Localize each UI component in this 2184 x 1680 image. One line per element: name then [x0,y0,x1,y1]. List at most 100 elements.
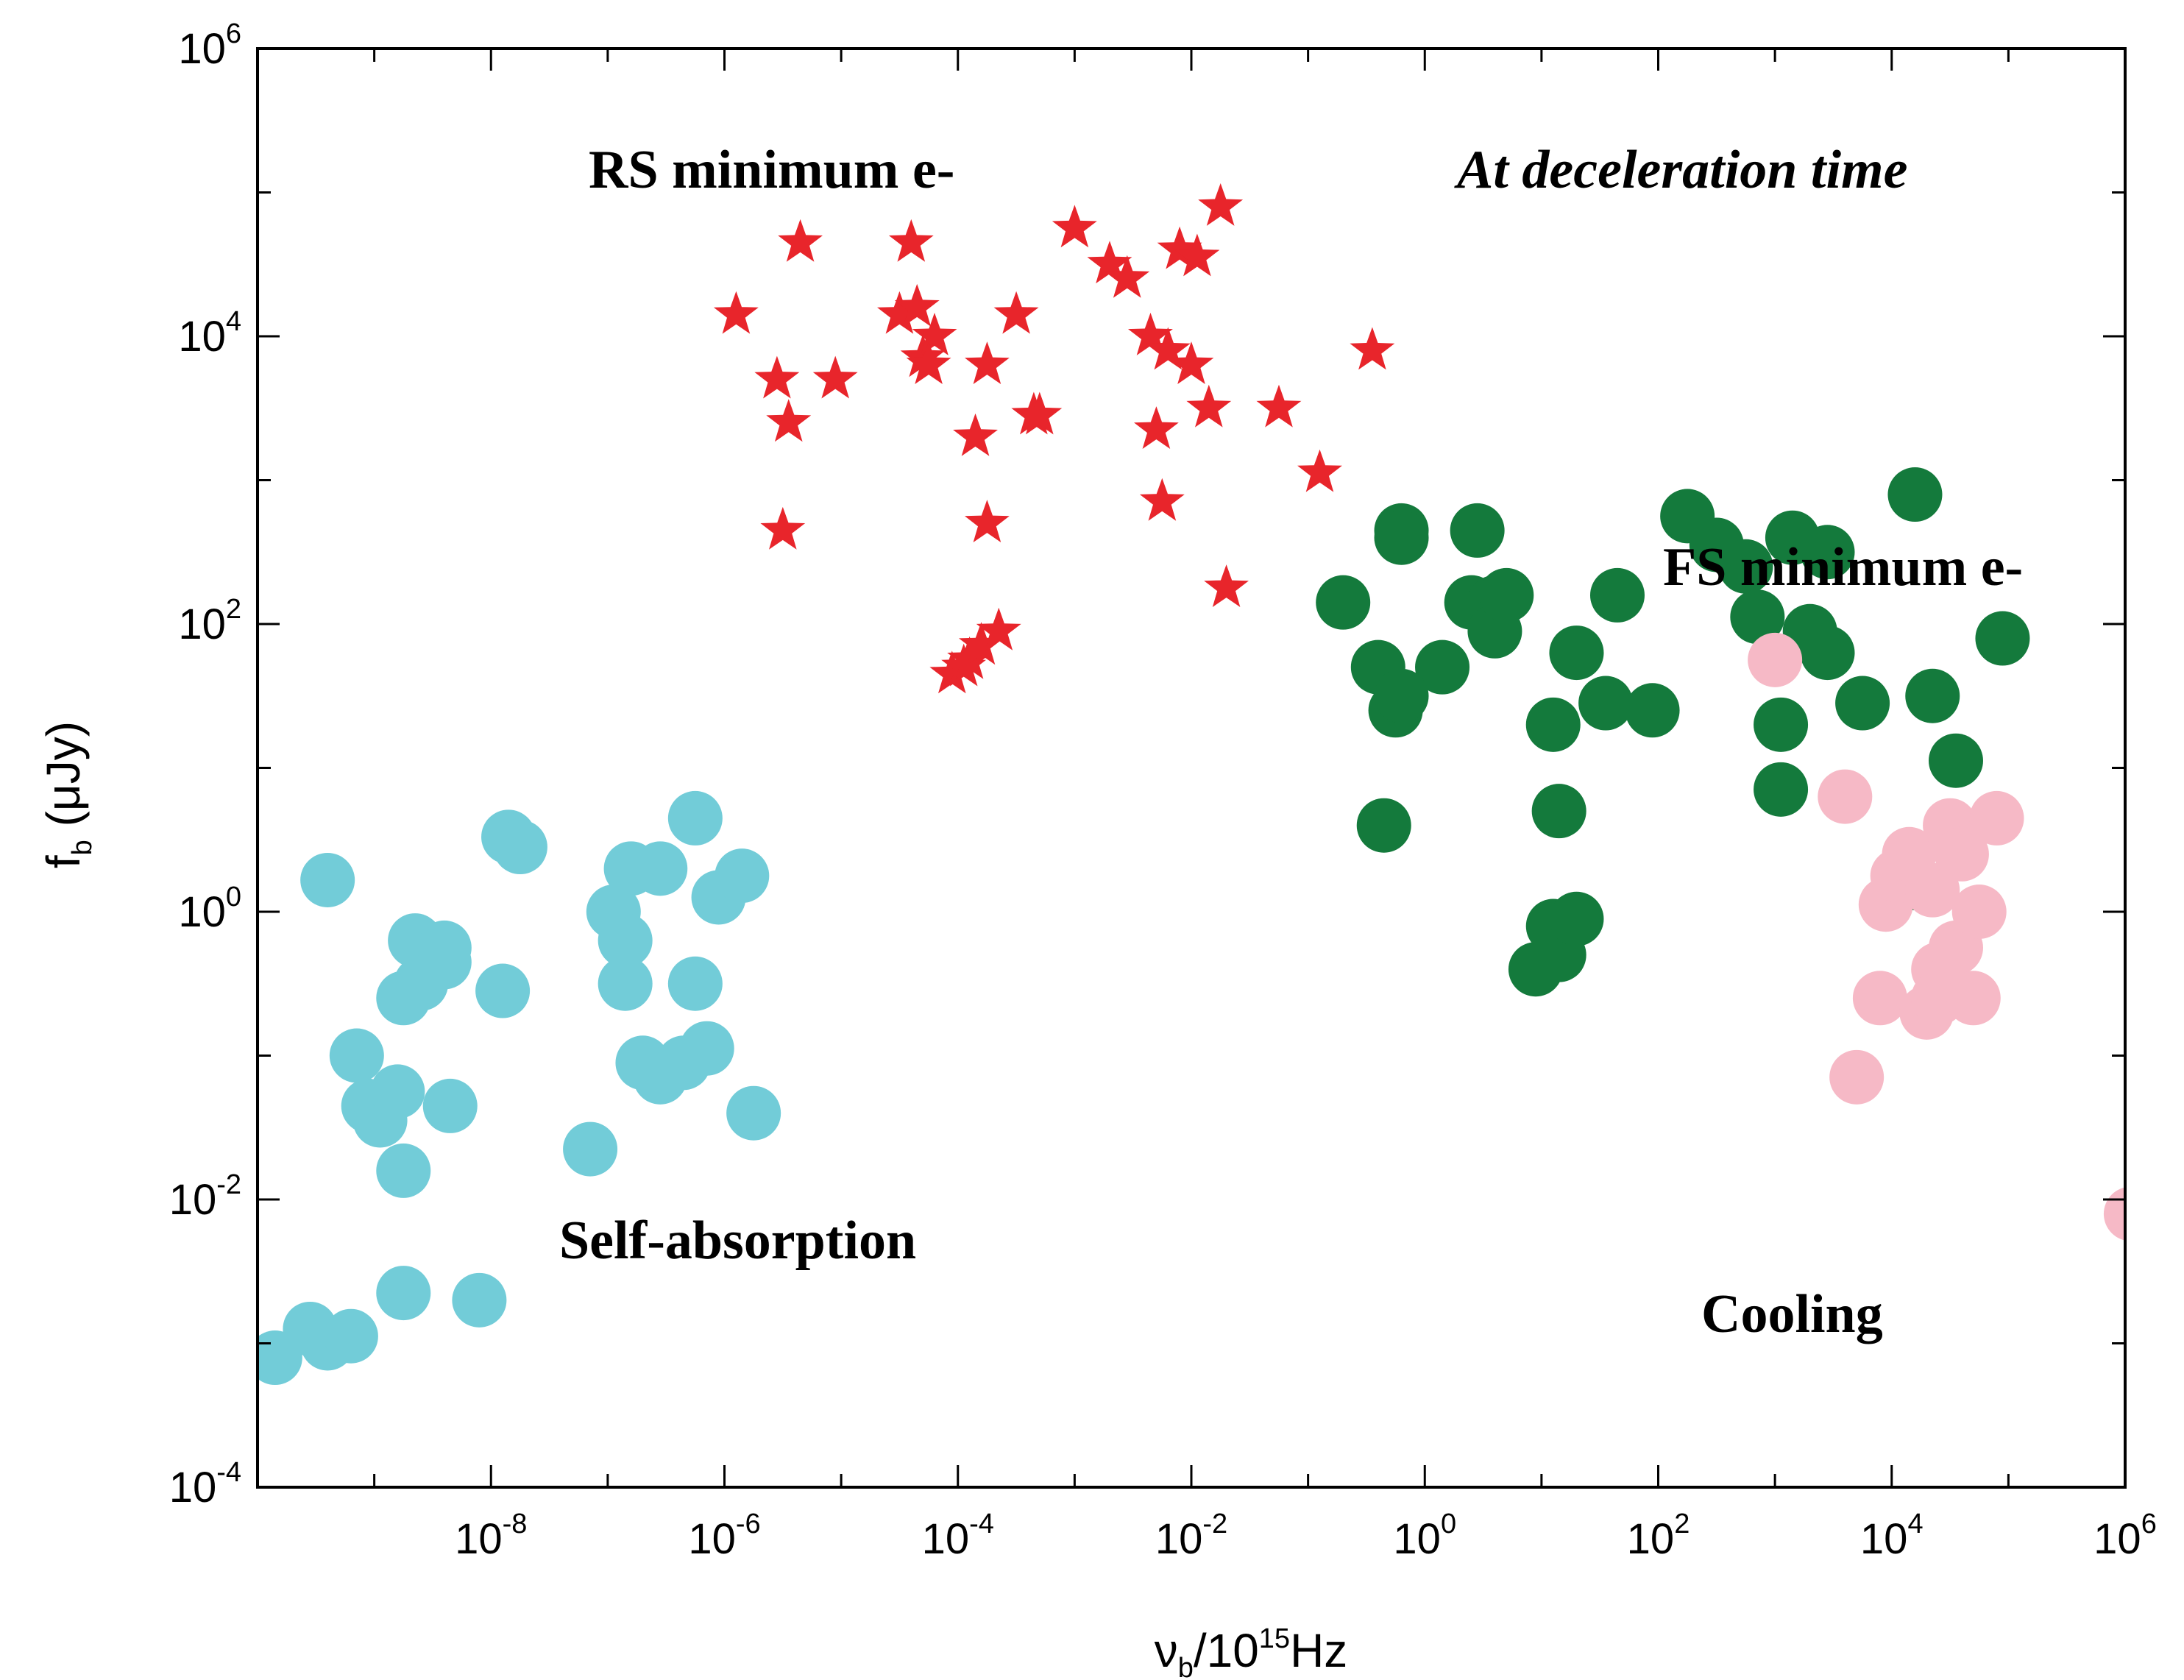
star-point [754,355,800,399]
circle-point [1905,862,1960,918]
star-point [1087,241,1132,284]
circle-point [1374,510,1429,565]
circle-point [1549,891,1604,946]
circle-point [1946,971,2001,1026]
star-point [812,355,858,399]
circle-point [492,820,547,875]
y-tick-label: 106 [178,18,241,73]
star-point [1169,341,1214,384]
star-point [929,651,975,694]
star-point [965,341,1010,384]
star-point [1297,449,1342,492]
series-rs-minimum-e- [713,183,1395,694]
star-point [1017,391,1063,435]
y-tick-label: 102 [178,594,241,648]
annotation-rs-minimum: RS minimum e- [589,140,954,200]
star-point [877,291,922,334]
star-point [1256,384,1302,428]
circle-point [667,956,723,1011]
series-fs-minimum-e- [1316,467,2030,997]
star-point [1157,226,1202,269]
star-point [888,219,934,262]
circle-point [1625,683,1680,738]
circle-point [370,1064,425,1119]
star-point [1134,406,1179,449]
circle-point [1415,639,1470,695]
x-axis-title: νb/1015Hz [1155,1623,1348,1680]
star-point [965,500,1010,542]
circle-point [715,848,770,904]
star-point [894,283,940,327]
circle-point [1887,467,1943,522]
x-tick-label: 10-6 [688,1509,760,1563]
axis-ticks [256,47,2127,1489]
annotation-deceleration-time: At deceleration time [1454,140,1907,200]
star-point [1186,384,1232,428]
circle-point [1852,971,1907,1026]
y-tick-label: 104 [178,306,241,361]
circle-point [563,1121,618,1177]
star-point [1350,327,1395,370]
x-tick-label: 100 [1393,1509,1456,1563]
star-point [900,334,946,378]
circle-point [452,1272,507,1328]
circle-point [1754,762,1809,817]
star-point [778,219,823,262]
star-point [1174,233,1220,277]
star-point [953,413,998,456]
star-point [713,291,759,334]
circle-point [1525,697,1581,752]
circle-point [376,1266,431,1321]
star-point [760,506,806,550]
x-tick-label: 10-8 [455,1509,527,1563]
x-tick-label: 106 [2093,1509,2157,1563]
star-point [1145,327,1191,370]
data-points-layer [258,183,2184,1386]
x-tick-labels: 10-8 10-6 10-4 10-2 100 102 104 106 [455,1509,2157,1563]
circle-point [1754,697,1809,752]
circle-point [1730,589,1785,645]
circle-point [1356,798,1411,853]
star-point [906,341,951,384]
x-tick-label: 10-4 [922,1509,994,1563]
star-point [976,607,1021,651]
y-axis-title: fb (μJy) [37,721,98,868]
circle-point [422,1078,478,1133]
star-point [1139,478,1185,521]
circle-point [1928,733,1983,788]
star-point [1128,313,1173,355]
star-point [1198,183,1244,226]
circle-point [300,852,355,907]
y-tick-labels: 10-4 10-2 100 102 104 106 [169,18,241,1511]
y-tick-label: 10-4 [169,1457,241,1511]
star-point [1204,564,1249,607]
circle-point [1975,611,2030,666]
circle-point [1549,625,1604,681]
circle-point [376,1143,431,1198]
circle-point [598,913,653,968]
circle-point [679,1021,734,1076]
circle-point [1969,790,2024,846]
circle-point [1748,632,1803,687]
circle-point [323,1308,378,1364]
star-point [912,313,957,355]
circle-point [1316,575,1371,630]
circle-point [2133,957,2184,1011]
x-tick-label: 102 [1627,1509,1690,1563]
circle-point [1479,567,1534,623]
series-self-absorption [258,790,781,1386]
circle-point [598,956,653,1011]
circle-point [633,841,688,896]
circle-point [1951,885,2007,939]
series-cooling [1748,632,2184,1241]
circle-point [1374,668,1429,723]
circle-point [1835,676,1890,731]
circle-point [1934,826,1989,882]
circle-point [1450,503,1505,558]
x-tick-label: 104 [1860,1509,1924,1563]
star-point [959,622,1004,665]
circle-point [726,1085,781,1141]
circle-point [1905,668,1960,723]
circle-point [2103,1187,2125,1241]
